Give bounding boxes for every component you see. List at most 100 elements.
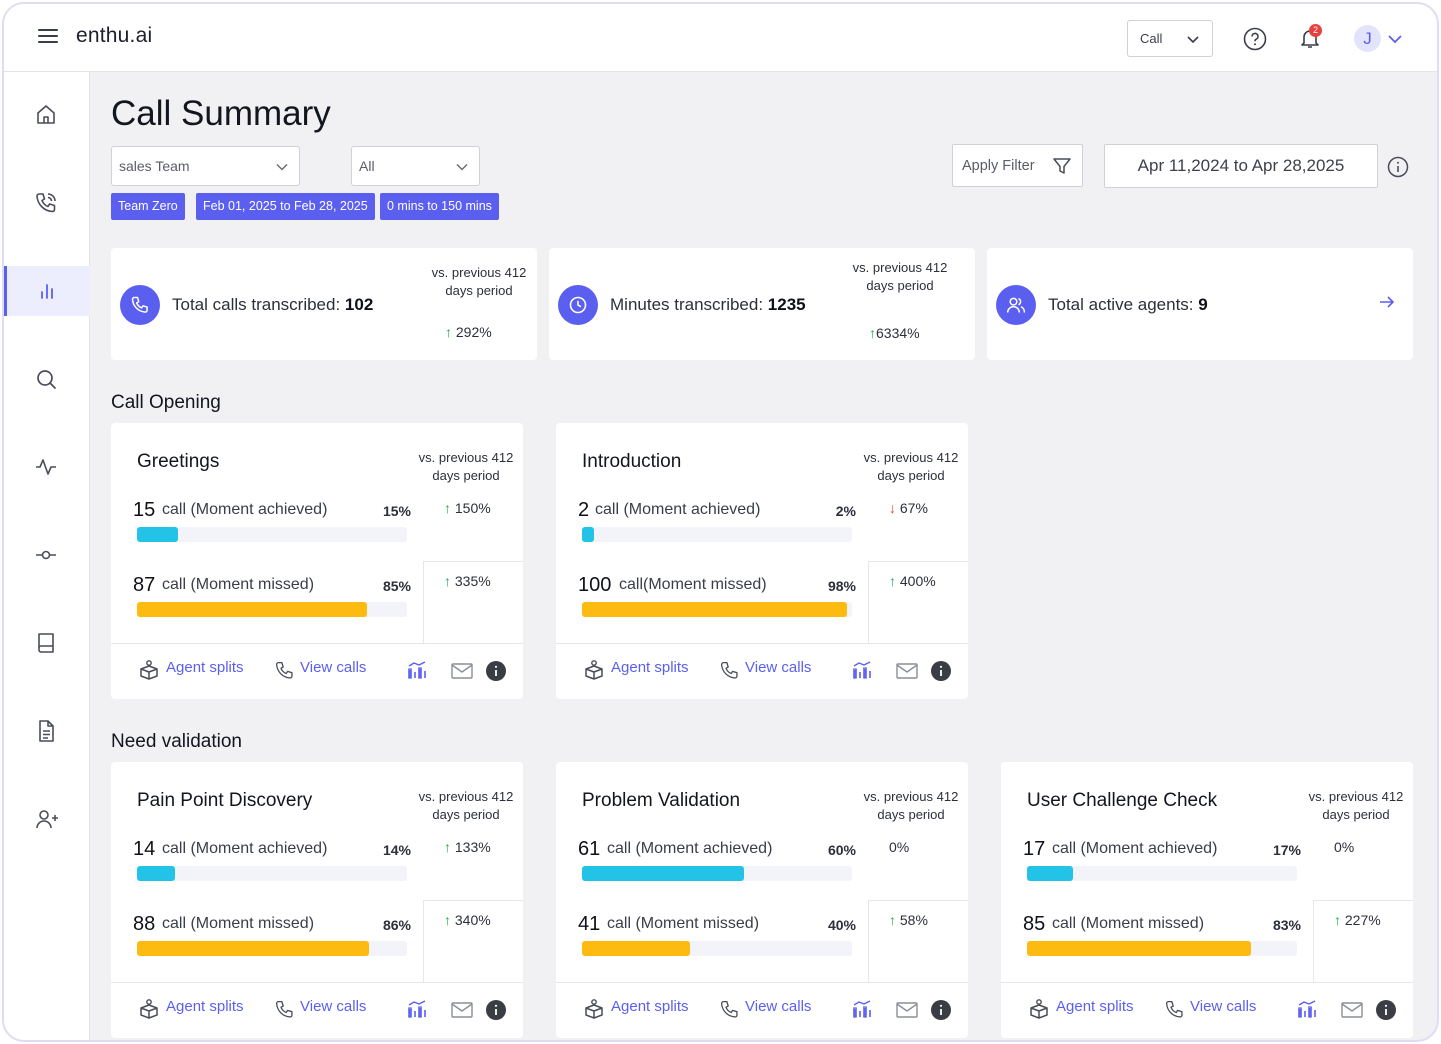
missed-change: ↑ 58% — [889, 912, 928, 928]
missed-label: call (Moment missed) — [162, 915, 315, 932]
stat-card-calls: Total calls transcribed: 102 vs. previou… — [111, 248, 537, 360]
arrow-up-icon: ↑ — [445, 324, 452, 340]
trend-chart-icon[interactable] — [407, 999, 427, 1019]
missed-bar-track — [582, 941, 852, 956]
comparison-period: vs. previous 412 days period — [863, 789, 959, 822]
comparison-period: vs. previous 412 days period — [1308, 789, 1404, 822]
missed-label: call (Moment missed) — [1052, 915, 1205, 932]
sidebar-item-library[interactable] — [4, 618, 90, 668]
missed-bar-track — [137, 941, 407, 956]
phone-icon[interactable] — [274, 999, 295, 1020]
phone-icon[interactable] — [274, 660, 295, 681]
team-select[interactable]: sales Team — [111, 146, 300, 186]
achieved-percent: 15% — [382, 503, 411, 519]
agent-splits-button[interactable]: Agent splits — [611, 998, 689, 1015]
info-icon[interactable] — [486, 661, 506, 681]
missed-label: call (Moment missed) — [162, 576, 315, 593]
arrow-up-icon: ↑ — [444, 912, 455, 928]
view-calls-button[interactable]: View calls — [300, 659, 367, 676]
trend-chart-icon[interactable] — [852, 660, 872, 680]
mail-icon[interactable] — [451, 663, 473, 679]
missed-bar-track — [137, 602, 407, 617]
info-icon[interactable] — [1387, 156, 1409, 178]
card-title: Greetings — [137, 451, 220, 472]
info-icon[interactable] — [931, 1000, 951, 1020]
trend-chart-icon[interactable] — [1297, 999, 1317, 1019]
chevron-down-icon — [1187, 36, 1199, 44]
stat-label: Total calls transcribed: 102 — [172, 295, 374, 314]
arrow-up-icon: ↑ — [889, 912, 900, 928]
phone-icon[interactable] — [1164, 999, 1185, 1020]
info-icon[interactable] — [1376, 1000, 1396, 1020]
agent-splits-icon[interactable] — [583, 660, 605, 680]
arrow-right-icon[interactable] — [1379, 294, 1395, 310]
mail-icon[interactable] — [896, 663, 918, 679]
phone-icon[interactable] — [719, 999, 740, 1020]
hamburger-menu-icon[interactable] — [38, 29, 58, 45]
arrow-up-icon: ↑ — [444, 839, 455, 855]
sidebar-item-search[interactable] — [4, 354, 90, 404]
missed-change: ↑ 335% — [444, 573, 491, 589]
sidebar-item-moments[interactable] — [4, 530, 90, 580]
achieved-bar-track — [582, 866, 852, 881]
page-title: Call Summary — [111, 94, 331, 133]
sidebar-item-add-user[interactable] — [4, 794, 90, 844]
agent-splits-icon[interactable] — [138, 999, 160, 1019]
achieved-bar — [1027, 866, 1073, 881]
achieved-label: call (Moment achieved) — [595, 501, 761, 518]
sidebar-item-activity[interactable] — [4, 442, 90, 492]
info-icon[interactable] — [931, 661, 951, 681]
user-avatar[interactable]: J — [1354, 25, 1381, 52]
agent-splits-icon[interactable] — [1028, 999, 1050, 1019]
agent-splits-button[interactable]: Agent splits — [166, 998, 244, 1015]
stat-change: ↑6334% — [869, 325, 920, 341]
achieved-change: ↑ 133% — [444, 839, 491, 855]
moment-card: Introduction vs. previous 412 days perio… — [556, 423, 968, 699]
trend-chart-icon[interactable] — [407, 660, 427, 680]
info-icon[interactable] — [486, 1000, 506, 1020]
missed-label: call (Moment missed) — [607, 915, 760, 932]
type-select[interactable]: Call — [1127, 20, 1213, 57]
chevron-down-icon[interactable] — [1387, 32, 1403, 46]
mail-icon[interactable] — [1341, 1002, 1363, 1018]
stat-card-agents: Total active agents: 9 — [987, 248, 1413, 360]
sidebar-item-calls[interactable] — [4, 178, 90, 228]
view-calls-button[interactable]: View calls — [300, 998, 367, 1015]
phone-icon[interactable] — [719, 660, 740, 681]
agent-splits-icon[interactable] — [583, 999, 605, 1019]
filter-chip-date[interactable]: Feb 01, 2025 to Feb 28, 2025 — [196, 193, 375, 220]
agent-splits-button[interactable]: Agent splits — [1056, 998, 1134, 1015]
missed-count: 41 — [578, 913, 601, 935]
sidebar-item-home[interactable] — [4, 90, 90, 140]
date-range-picker[interactable]: Apr 11,2024 to Apr 28,2025 — [1104, 144, 1378, 188]
agent-splits-button[interactable]: Agent splits — [611, 659, 689, 676]
stat-card-minutes: Minutes transcribed: 1235 vs. previous 4… — [549, 248, 975, 360]
mail-icon[interactable] — [451, 1002, 473, 1018]
agent-splits-button[interactable]: Agent splits — [166, 659, 244, 676]
achieved-bar — [582, 527, 595, 542]
view-calls-button[interactable]: View calls — [745, 659, 812, 676]
add-user-icon — [36, 810, 58, 829]
agent-splits-icon[interactable] — [138, 660, 160, 680]
arrow-up-icon: ↑ — [444, 573, 455, 589]
apply-filter-button[interactable]: Apply Filter — [952, 144, 1083, 187]
trend-chart-icon[interactable] — [852, 999, 872, 1019]
arrow-up-icon: ↑ — [1334, 912, 1345, 928]
sidebar-item-reports[interactable] — [4, 706, 90, 756]
missed-bar-track — [582, 602, 852, 617]
sidebar-item-analytics[interactable] — [4, 266, 90, 316]
phone-icon — [131, 296, 148, 313]
filter-chip-duration[interactable]: 0 mins to 150 mins — [380, 193, 499, 220]
help-icon[interactable] — [1243, 27, 1267, 51]
section-title: Call Opening — [111, 392, 221, 413]
view-calls-button[interactable]: View calls — [1190, 998, 1257, 1015]
stat-value: 1235 — [767, 295, 806, 314]
stat-value: 9 — [1198, 295, 1208, 314]
stat-label: Minutes transcribed: 1235 — [610, 295, 806, 314]
view-calls-button[interactable]: View calls — [745, 998, 812, 1015]
filter-chip-team[interactable]: Team Zero — [111, 193, 185, 220]
stat-comparison-period: vs. previous 412 days period — [852, 260, 948, 293]
mail-icon[interactable] — [896, 1002, 918, 1018]
missed-percent: 40% — [827, 917, 856, 933]
agent-select[interactable]: All — [351, 146, 480, 186]
